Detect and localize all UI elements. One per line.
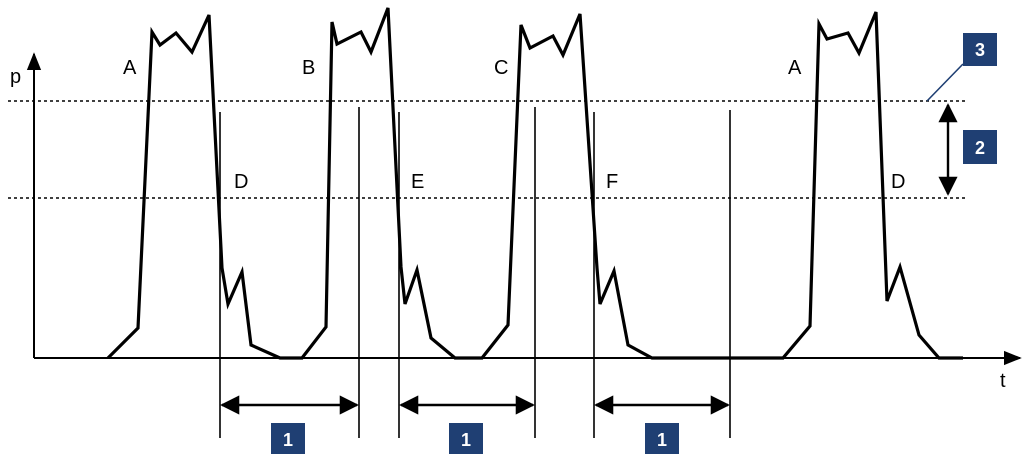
fall-label: E	[411, 171, 424, 193]
interval-badge: 1	[645, 423, 679, 454]
interval-badge-label: 1	[657, 430, 667, 450]
interval-badge: 1	[449, 423, 483, 454]
fall-label: D	[234, 171, 248, 193]
pulse-label: C	[494, 57, 508, 79]
threshold-badge: 3	[963, 33, 997, 66]
pulse-label: A	[788, 57, 802, 79]
pulse-label: B	[302, 57, 315, 79]
pulse-label: A	[123, 57, 137, 79]
interval-badge-label: 1	[461, 430, 471, 450]
signal-waveform	[106, 7, 963, 360]
y-axis-label: p	[10, 66, 21, 88]
interval-badge-label: 1	[283, 430, 293, 450]
fall-label: D	[891, 171, 905, 193]
threshold-leader-line	[926, 63, 964, 102]
interval-badge: 1	[271, 423, 305, 454]
band-badge: 2	[963, 130, 997, 164]
threshold-badge-label: 3	[975, 40, 985, 60]
band-badge-label: 2	[975, 138, 985, 158]
x-axis-label: t	[1000, 370, 1006, 392]
fall-label: F	[606, 171, 618, 193]
